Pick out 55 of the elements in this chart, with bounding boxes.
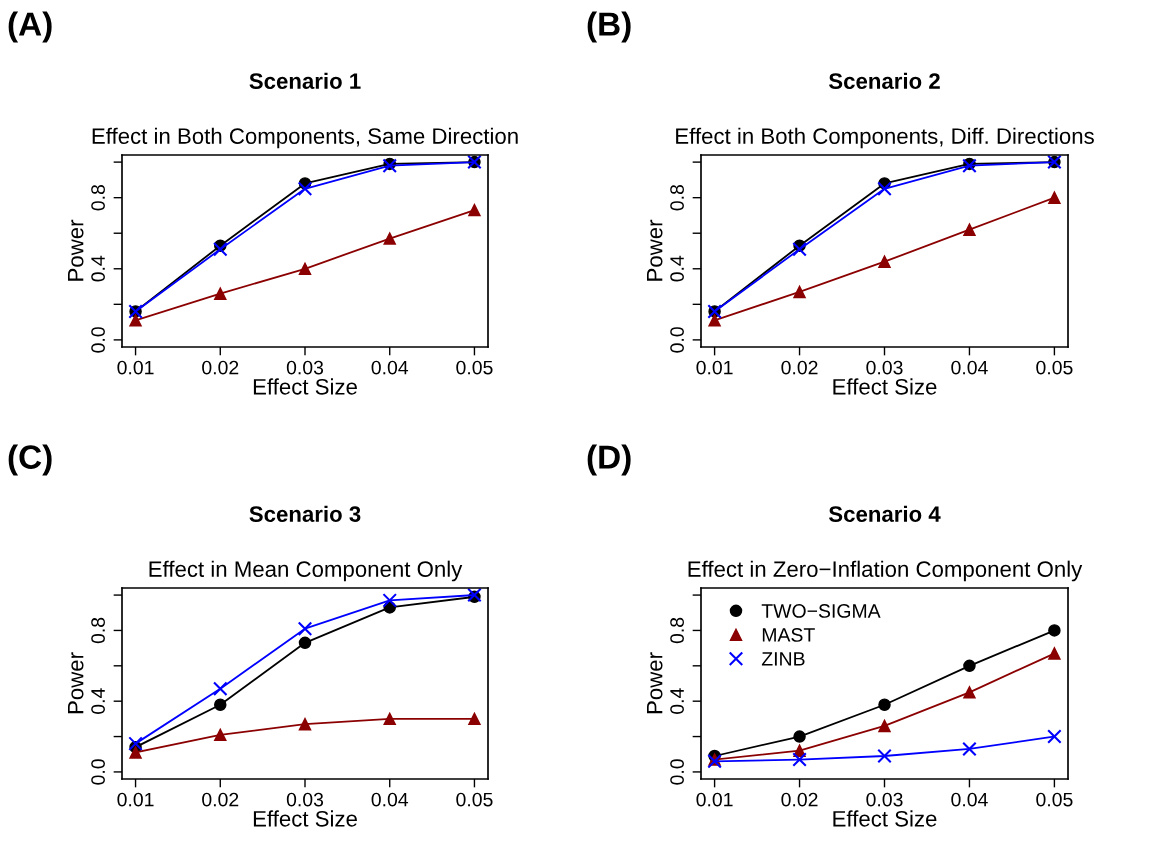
y-axis-title: Power [647,652,663,714]
y-tick-label: 0.0 [670,327,684,353]
y-tick-label: 0.8 [91,617,105,644]
text: (D) [587,444,631,476]
x-axis-title: Effect Size [253,378,357,395]
x-tick-label: 0.03 [866,360,903,375]
chart-subtitle: Effect in Both Components, Same Direction [92,127,518,149]
y-tick-label: 0.4 [91,688,105,714]
y-tick-label: 0.8 [670,185,684,211]
y-tick-label: 0.4 [91,255,105,282]
x-tick-label: 0.01 [117,792,154,807]
y-axis-title: Power [647,219,663,281]
x-axis-title: Effect Size [833,378,937,395]
x-tick-label: 0.03 [286,792,324,807]
x-tick-label: 0.02 [781,792,818,807]
y-tick-label: 0.8 [670,617,684,644]
x-tick-label: 0.05 [456,792,493,807]
x-tick-label: 0.03 [866,792,903,807]
text: (C) [8,444,52,476]
y-tick-label: 0.0 [91,327,105,353]
text: (A) [8,11,52,43]
x-tick-label: 0.04 [951,792,988,807]
x-tick-label: 0.04 [951,360,988,375]
x-tick-label: 0.03 [286,360,324,375]
y-tick-label: 0.8 [91,185,105,211]
y-axis-title: Power [68,652,84,714]
y-tick-label: 0.0 [670,759,684,785]
legend-label: MAST [762,628,815,642]
x-tick-label: 0.02 [781,360,818,375]
chart-title: Scenario 3 [249,505,361,522]
y-tick-label: 0.0 [91,759,105,785]
text: (B) [587,11,631,43]
chart-subtitle: Effect in Zero−Inflation Component Only [688,560,1083,582]
y-axis-title: Power [68,219,84,281]
x-tick-label: 0.01 [117,360,154,375]
chart-subtitle: Effect in Both Components, Diff. Directions [676,127,1094,149]
x-tick-label: 0.04 [371,360,409,375]
x-tick-label: 0.05 [1036,792,1073,807]
x-tick-label: 0.01 [696,360,733,375]
x-tick-label: 0.02 [202,360,239,375]
chart-title: Scenario 2 [828,72,940,89]
chart-subtitle: Effect in Mean Component Only [149,560,463,582]
chart-title: Scenario 1 [249,72,361,89]
x-tick-label: 0.05 [1036,360,1073,375]
x-tick-label: 0.05 [456,360,493,375]
x-tick-label: 0.01 [696,792,733,807]
x-axis-title: Effect Size [253,810,357,827]
y-tick-label: 0.4 [670,255,684,282]
y-tick-label: 0.4 [670,688,684,714]
chart-title: Scenario 4 [828,505,941,522]
legend-label: TWO−SIGMA [761,604,881,618]
x-axis-title: Effect Size [833,810,937,827]
x-tick-label: 0.04 [371,792,409,807]
x-tick-label: 0.02 [202,792,239,807]
legend-label: ZINB [761,652,805,666]
